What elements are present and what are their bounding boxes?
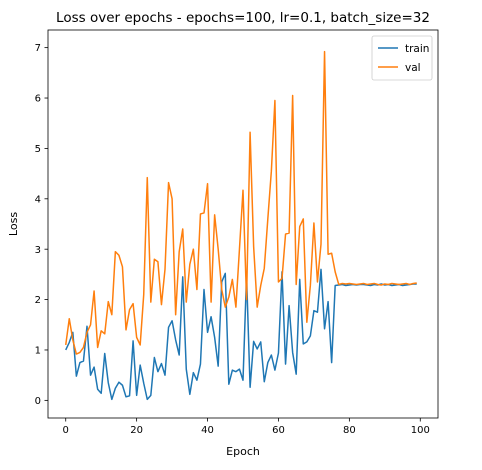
legend-label-val: val <box>405 62 421 74</box>
y-tick-label: 1 <box>35 346 41 357</box>
x-tick-label: 40 <box>201 425 214 436</box>
y-tick-label: 7 <box>35 43 41 54</box>
y-tick-label: 3 <box>35 245 41 256</box>
y-tick-label: 2 <box>35 295 41 306</box>
y-tick-label: 6 <box>35 94 41 105</box>
x-tick-label: 80 <box>343 425 356 436</box>
x-tick-label: 60 <box>272 425 285 436</box>
x-axis-label: Epoch <box>226 445 260 458</box>
x-axis-ticks: 0 20 40 60 80 100 <box>63 418 430 436</box>
legend-box <box>371 35 433 81</box>
legend-label-train: train <box>405 43 429 55</box>
series-line-val <box>64 50 417 355</box>
y-axis-label: Loss <box>7 212 20 236</box>
y-tick-label: 5 <box>35 144 41 155</box>
plot-area-frame <box>47 29 439 419</box>
y-tick-label: 4 <box>35 194 41 205</box>
chart-title: Loss over epochs - epochs=100, lr=0.1, b… <box>56 10 430 26</box>
series-line-train <box>65 268 417 401</box>
x-tick-label: 20 <box>130 425 143 436</box>
y-axis-ticks: 0 1 2 3 4 5 6 7 <box>35 43 48 407</box>
series-layer <box>64 50 417 401</box>
x-tick-label: 100 <box>411 425 430 436</box>
legend: train val <box>371 35 433 81</box>
x-tick-label: 0 <box>63 425 69 436</box>
y-tick-label: 0 <box>35 396 41 407</box>
